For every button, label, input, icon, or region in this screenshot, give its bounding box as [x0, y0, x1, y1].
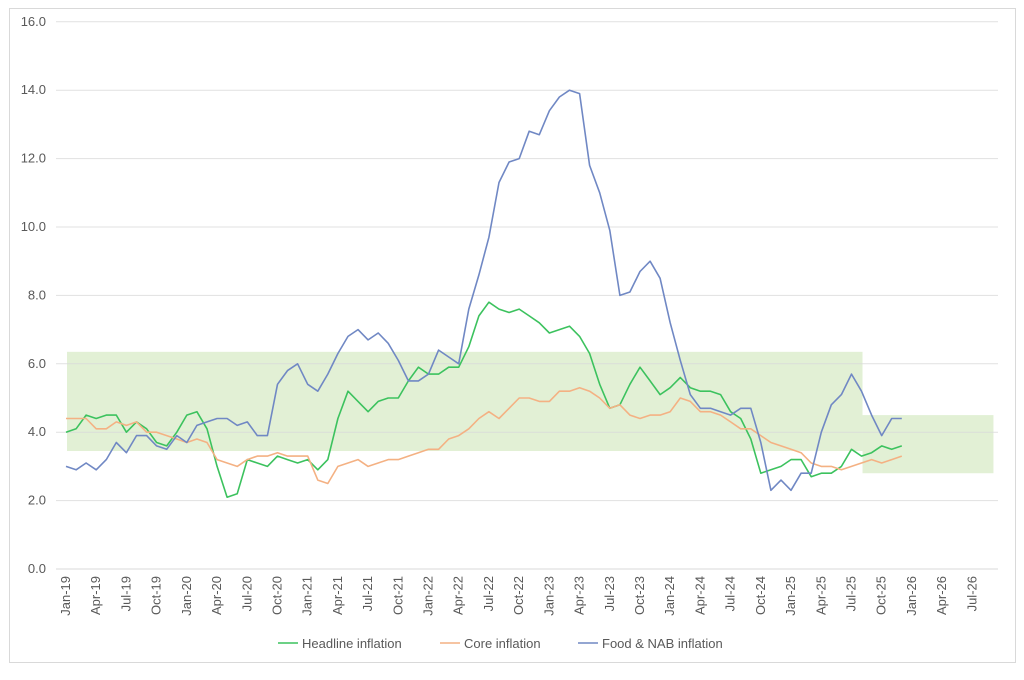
y-tick-label: 10.0	[21, 219, 46, 234]
y-tick-label: 2.0	[28, 493, 46, 508]
x-tick-label: Jan-26	[904, 576, 919, 616]
x-tick-label: Oct-23	[632, 576, 647, 615]
x-tick-label: Apr-22	[451, 576, 466, 615]
target-band-0	[67, 351, 863, 452]
x-tick-label: Oct-19	[149, 576, 164, 615]
x-tick-label: Oct-20	[269, 576, 284, 615]
x-tick-label: Apr-25	[813, 576, 828, 615]
x-tick-label: Jan-22	[421, 576, 436, 616]
x-tick-label: Jul-19	[118, 576, 133, 611]
x-tick-label: Apr-21	[330, 576, 345, 615]
y-tick-label: 12.0	[21, 151, 46, 166]
series-line-headline-inflation	[65, 301, 903, 499]
x-tick-label: Jul-24	[723, 576, 738, 611]
x-tick-label: Oct-25	[874, 576, 889, 615]
y-tick-label: 6.0	[28, 356, 46, 371]
x-tick-label: Jan-19	[58, 576, 73, 616]
x-tick-label: Apr-26	[934, 576, 949, 615]
target-band-1	[862, 415, 994, 474]
x-tick-label: Oct-22	[511, 576, 526, 615]
y-tick-label: 14.0	[21, 82, 46, 97]
x-tick-label: Apr-19	[88, 576, 103, 615]
x-tick-label: Jul-21	[360, 576, 375, 611]
series-line-core-inflation	[66, 386, 903, 485]
x-tick-label: Jul-23	[602, 576, 617, 611]
x-tick-label: Jul-25	[843, 576, 858, 611]
x-tick-label: Oct-24	[753, 576, 768, 615]
x-tick-label: Jan-25	[783, 576, 798, 616]
x-tick-label: Apr-23	[572, 576, 587, 615]
x-tick-label: Jul-26	[964, 576, 979, 611]
x-tick-label: Apr-24	[692, 576, 707, 615]
x-tick-label: Apr-20	[209, 576, 224, 615]
x-tick-label: Jan-20	[179, 576, 194, 616]
legend-label: Core inflation	[464, 636, 541, 651]
legend-label: Headline inflation	[302, 636, 402, 651]
x-tick-label: Jan-21	[300, 576, 315, 616]
legend-label: Food & NAB inflation	[602, 636, 723, 651]
y-tick-label: 4.0	[28, 424, 46, 439]
x-tick-label: Jan-23	[541, 576, 556, 616]
chart-border	[9, 8, 1016, 663]
y-tick-label: 16.0	[21, 14, 46, 29]
x-tick-label: Jul-22	[481, 576, 496, 611]
x-tick-label: Oct-21	[390, 576, 405, 615]
series-line-food-nab-inflation	[65, 89, 902, 492]
x-tick-label: Jan-24	[662, 576, 677, 616]
y-tick-label: 8.0	[28, 287, 46, 302]
x-tick-label: Jul-20	[239, 576, 254, 611]
y-tick-label: 0.0	[28, 561, 46, 576]
